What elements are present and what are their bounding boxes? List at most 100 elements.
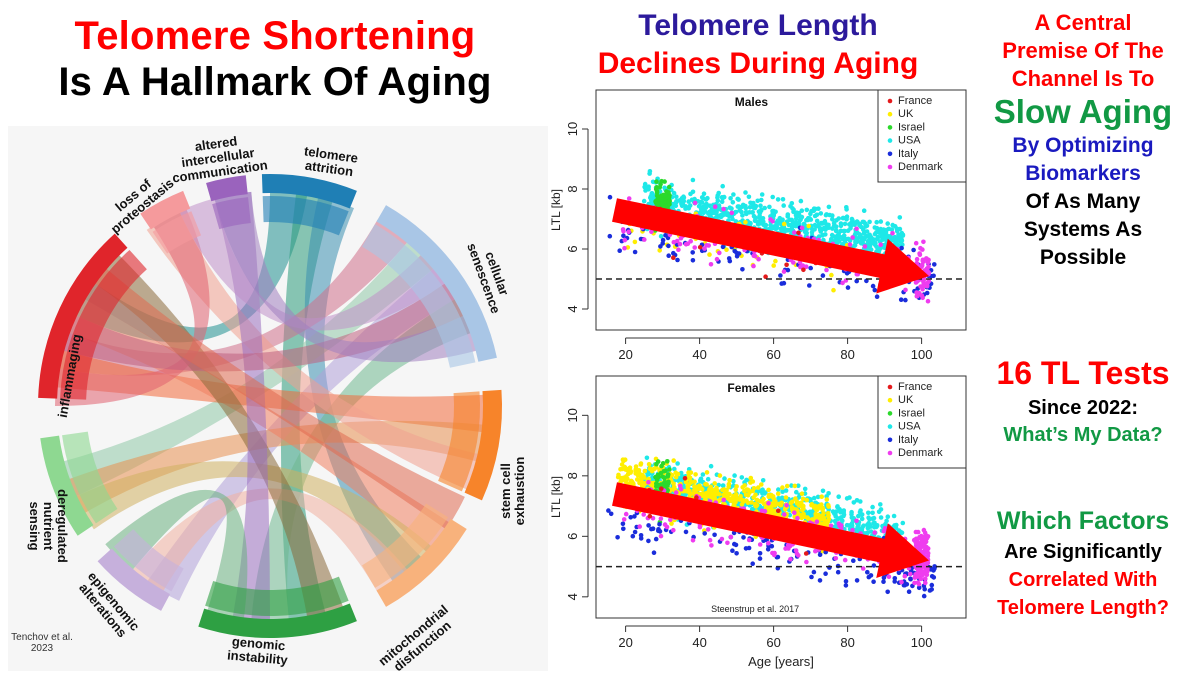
scatter-point-italy (765, 547, 771, 552)
scatter-point-italy (908, 576, 913, 582)
scatter-point-denmark (886, 574, 892, 579)
scatter-point-usa (672, 466, 677, 472)
scatter-point-denmark (847, 242, 853, 247)
y-tick-label: 6 (565, 245, 580, 252)
scatter-point-israel (666, 184, 672, 190)
legend-marker (887, 138, 893, 143)
scatter-point-uk (826, 504, 831, 509)
scatter-point-italy (757, 556, 763, 561)
scatter-point-usa (847, 238, 853, 243)
scatter-point-denmark (795, 515, 800, 521)
scatter-point-italy (630, 533, 636, 539)
scatter-point-uk (821, 515, 827, 520)
chord-segment (464, 389, 502, 501)
scatter-point-italy (932, 262, 937, 267)
chord-segment-label: stem cell exhaustion (498, 457, 527, 526)
scatter-point-usa (847, 495, 852, 500)
scatter-point-usa (767, 204, 772, 210)
scatter-point-usa (861, 208, 867, 213)
scatter-point-uk (752, 501, 758, 507)
scatter-point-uk (633, 471, 638, 476)
scatter-point-denmark (850, 527, 855, 533)
scatter-point-usa (731, 192, 736, 197)
chord-credit-year: 2023 (30, 643, 54, 654)
scatter-point-denmark (658, 533, 664, 539)
legend-marker (887, 397, 893, 403)
scatter-point-italy (931, 273, 936, 279)
scatter-point-denmark (766, 540, 771, 546)
scatter-point-usa (748, 221, 753, 226)
scatter-point-italy (843, 583, 849, 588)
scatter-point-italy (929, 574, 935, 579)
scatter-point-usa (833, 519, 838, 524)
chord-segment (40, 435, 94, 536)
scatter-point-denmark (621, 229, 626, 234)
scatter-point-usa (730, 200, 736, 205)
scatter-point-usa (698, 199, 703, 205)
scatter-point-usa (853, 239, 858, 245)
scatter-point-uk (790, 507, 795, 512)
chord-ribbon (105, 489, 248, 620)
scatter-point-usa (834, 509, 839, 514)
legend-item: Italy (898, 148, 919, 160)
scatter-point-usa (743, 209, 749, 215)
scatter-point-uk (709, 486, 714, 492)
scatter-point-uk (627, 465, 633, 470)
scatter-point-uk (816, 512, 821, 518)
scatter-point-denmark (918, 284, 923, 289)
scatter-point-uk (632, 239, 638, 245)
chord-segment-inner (205, 576, 349, 616)
scatter-point-usa (728, 196, 733, 201)
right-text-line: By Optimizing (1012, 134, 1154, 157)
scatter-point-usa (717, 206, 722, 211)
x-tick-label: 60 (766, 635, 780, 650)
scatter-point-usa (874, 219, 879, 225)
scatter-point-usa (840, 518, 845, 523)
scatter-point-uk (703, 481, 708, 487)
scatter-point-israel (665, 459, 670, 464)
scatter-point-denmark (912, 575, 918, 580)
chord-credit-authors: Tenchov et al. (11, 632, 73, 643)
scatter-point-france (801, 267, 806, 273)
scatter-point-usa (793, 223, 798, 229)
scatter-point-usa (731, 478, 736, 484)
scatter-point-italy (607, 194, 613, 200)
y-tick-label: 8 (565, 472, 580, 479)
scatter-point-usa (874, 225, 880, 231)
scatter-point-uk (809, 501, 815, 507)
scatter-point-uk (686, 482, 692, 487)
scatter-point-italy (892, 576, 898, 581)
right-text-line: 16 TL Tests (996, 355, 1170, 391)
x-tick-label: 40 (692, 635, 706, 650)
scatter-point-uk (717, 473, 723, 478)
chord-label-line: exhaustion (512, 457, 527, 526)
scatter-point-uk (745, 493, 751, 498)
scatter-point-usa (735, 196, 740, 202)
scatter-point-israel (654, 188, 660, 194)
scatter-point-uk (704, 470, 710, 475)
scatter-point-denmark (926, 278, 932, 284)
scatter-point-italy (868, 573, 874, 578)
scatter-point-denmark (762, 508, 768, 514)
chord-label-line: instability (227, 647, 290, 667)
scatter-point-denmark (721, 497, 727, 503)
scatter-point-denmark (725, 540, 730, 546)
scatter-point-usa (699, 195, 705, 200)
scatter-point-uk (710, 495, 716, 501)
scatter-point-italy (620, 521, 626, 527)
scatter-point-usa (840, 215, 846, 221)
chord-segment-inner (362, 224, 476, 368)
scatter-point-uk (738, 494, 743, 499)
scatter-point-usa (756, 215, 762, 220)
scatter-point-usa (827, 212, 832, 218)
scatter-point-italy (903, 297, 908, 303)
scatter-point-usa (780, 217, 785, 222)
scatter-point-italy (881, 579, 886, 584)
scatter-point-denmark (707, 537, 713, 543)
scatter-point-uk (824, 497, 830, 502)
scatter-point-uk (816, 503, 822, 509)
scatter-point-israel (658, 181, 663, 187)
legend-item: France (898, 381, 932, 393)
scatter-point-usa (708, 463, 714, 469)
scatter-point-denmark (828, 523, 834, 529)
